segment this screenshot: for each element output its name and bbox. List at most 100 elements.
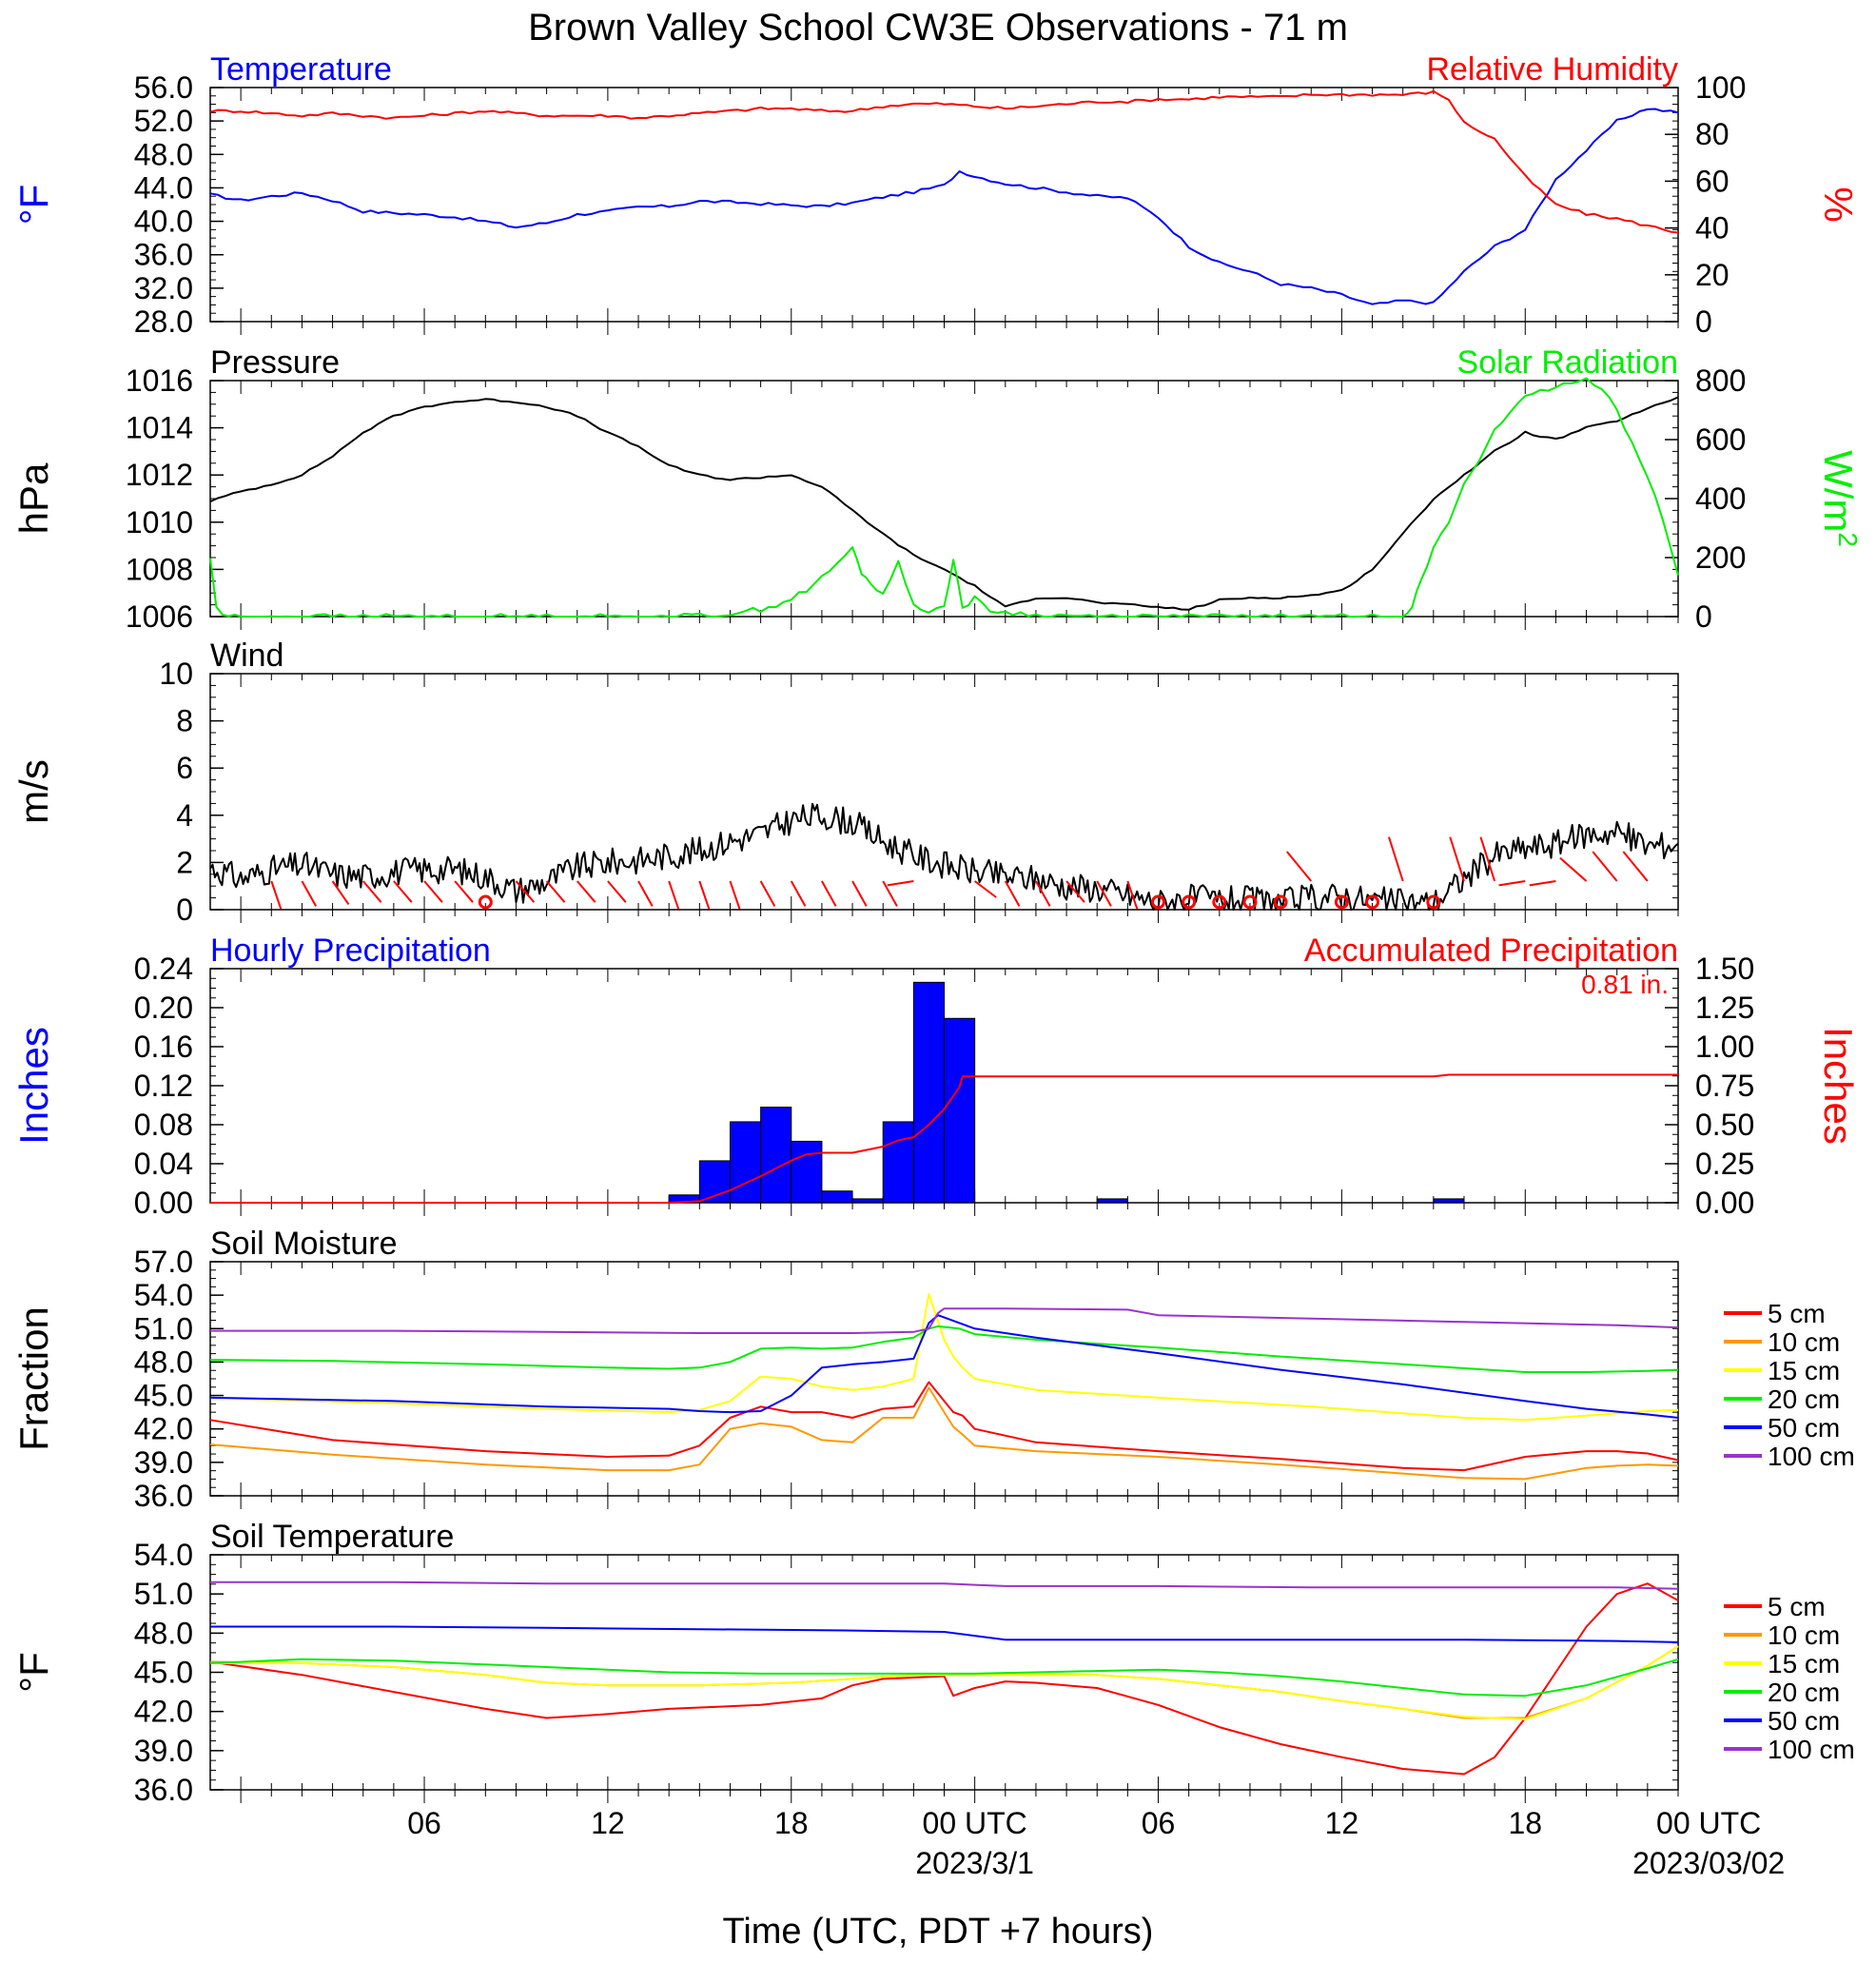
- y-tick-label: 45.0: [134, 1379, 193, 1413]
- y-tick-label: 48.0: [134, 1616, 193, 1650]
- y-tick-label: 36.0: [134, 238, 193, 272]
- y-tick-label: 1010: [126, 505, 193, 540]
- precip-bar: [760, 1107, 792, 1204]
- calm-wind-circle: [1273, 894, 1288, 910]
- wind-barb: [1622, 851, 1649, 882]
- y-tick-label-right: 600: [1695, 422, 1746, 457]
- y-axis-label-left: °F: [11, 185, 56, 225]
- y-tick-label: 28.0: [134, 304, 193, 339]
- precip-bar: [1096, 1198, 1128, 1204]
- y-axis-label-left: m/s: [11, 759, 56, 824]
- panel-title-left: Wind: [210, 638, 283, 674]
- y-axis-label-left: Fraction: [11, 1306, 56, 1451]
- panel-title-right: Relative Humidity: [1426, 51, 1678, 88]
- precip-bar: [1433, 1198, 1465, 1204]
- x-tick-label: 06: [407, 1806, 441, 1840]
- y-tick-label-right: 80: [1695, 117, 1729, 151]
- series-line-100-cm: [210, 1307, 1679, 1334]
- y-tick-label-right: 0.00: [1695, 1186, 1754, 1220]
- y-tick-label: 4: [176, 798, 193, 833]
- calm-wind-circle: [1182, 894, 1197, 910]
- wind-barb: [882, 880, 898, 907]
- y-tick-label-right: 100: [1695, 70, 1746, 105]
- panel-5: 36.039.042.045.048.051.054.057.0 Soil Moi…: [11, 1226, 1855, 1513]
- x-tick-label: 12: [1325, 1806, 1359, 1840]
- panel-title-left: Soil Moisture: [210, 1226, 398, 1262]
- y-tick-label-right: 1.00: [1695, 1030, 1754, 1064]
- panel-title-left: Soil Temperature: [210, 1519, 454, 1555]
- calm-wind-circle: [1365, 894, 1380, 910]
- legend-entry: 15 cm: [1768, 1649, 1840, 1678]
- y-tick-label-right: 40: [1695, 211, 1729, 245]
- y-tick-label-right: 400: [1695, 481, 1746, 516]
- y-tick-label: 36.0: [134, 1773, 193, 1807]
- calm-wind-circle: [1242, 894, 1258, 910]
- wind-barb: [1592, 851, 1618, 882]
- series-line-50-cm: [210, 1625, 1679, 1643]
- y-tick-label: 48.0: [134, 137, 193, 171]
- x-tick-label: 18: [1508, 1806, 1542, 1840]
- series-line-pressure: [209, 396, 1679, 611]
- y-axis-label-right: W/m2: [1816, 450, 1864, 547]
- y-tick-label: 42.0: [134, 1412, 193, 1446]
- y-tick-label-right: 0.50: [1695, 1108, 1754, 1142]
- legend-entry: 5 cm: [1768, 1592, 1826, 1621]
- y-tick-label: 40.0: [134, 205, 193, 239]
- wind-barb: [301, 880, 318, 907]
- wind-barb: [1529, 880, 1556, 887]
- wind-barb: [821, 880, 837, 907]
- y-tick-label: 36.0: [134, 1479, 193, 1513]
- panel-title-right: Accumulated Precipitation: [1304, 932, 1678, 969]
- calm-wind-circle: [1212, 894, 1227, 910]
- precip-bar: [791, 1140, 823, 1204]
- series-line-20-cm: [209, 1325, 1679, 1373]
- wind-barb: [637, 880, 654, 907]
- y-tick-label: 44.0: [134, 170, 193, 205]
- series-line-temperature: [209, 108, 1679, 305]
- legend-entry: 10 cm: [1768, 1620, 1840, 1650]
- wind-barb: [454, 880, 474, 903]
- y-tick-label: 0: [176, 893, 193, 927]
- panel-title-left: Temperature: [210, 51, 392, 88]
- x-tick-label: 00 UTC: [1656, 1806, 1761, 1840]
- y-tick-label: 10: [159, 657, 193, 691]
- wind-barb: [1449, 836, 1465, 882]
- series-line-15-cm: [210, 1645, 1679, 1720]
- y-tick-label: 1016: [126, 363, 193, 398]
- y-tick-label: 51.0: [134, 1311, 193, 1345]
- panel-title-left: Hourly Precipitation: [210, 932, 491, 969]
- precip-bar: [729, 1121, 762, 1204]
- x-tick-label: 18: [774, 1806, 809, 1840]
- calm-wind-circle: [1426, 894, 1441, 910]
- legend-entry: 100 cm: [1768, 1442, 1855, 1471]
- y-axis-label-left: hPa: [11, 462, 56, 534]
- y-tick-label: 54.0: [134, 1278, 193, 1312]
- panel-4: 0.00 0.04 0.08 0.12 0.16 0.20 0.24 0.00 0.25 0.50…: [11, 932, 1861, 1220]
- legend-entry: 10 cm: [1768, 1327, 1840, 1357]
- y-tick-label-right: 0: [1695, 599, 1712, 634]
- legend-entry: 15 cm: [1768, 1356, 1840, 1385]
- wind-barb: [698, 880, 711, 910]
- series-line-5-cm: [209, 1381, 1679, 1472]
- y-tick-label: 0.04: [134, 1147, 193, 1181]
- wind-barb: [545, 880, 566, 903]
- wind-barb: [1126, 880, 1139, 910]
- legend-entry: 50 cm: [1768, 1413, 1840, 1443]
- wind-barb: [1479, 836, 1496, 882]
- wind-barb: [1065, 880, 1085, 903]
- wind-barb: [1559, 856, 1588, 882]
- calm-wind-circle: [1334, 894, 1349, 910]
- chart-title: Brown Valley School CW3E Observations - …: [528, 7, 1348, 49]
- legend-entry: 100 cm: [1768, 1735, 1855, 1764]
- calm-wind-circle: [478, 894, 493, 910]
- series-line-100-cm: [210, 1580, 1679, 1590]
- y-axis-label-right: Inches: [1816, 1027, 1861, 1145]
- y-tick-label: 32.0: [134, 271, 193, 305]
- y-tick-label: 1008: [126, 552, 193, 586]
- y-tick-label: 0.24: [134, 952, 193, 986]
- wind-barb: [668, 880, 680, 910]
- legend-entry: 20 cm: [1768, 1678, 1840, 1707]
- wind-barb: [1286, 851, 1313, 882]
